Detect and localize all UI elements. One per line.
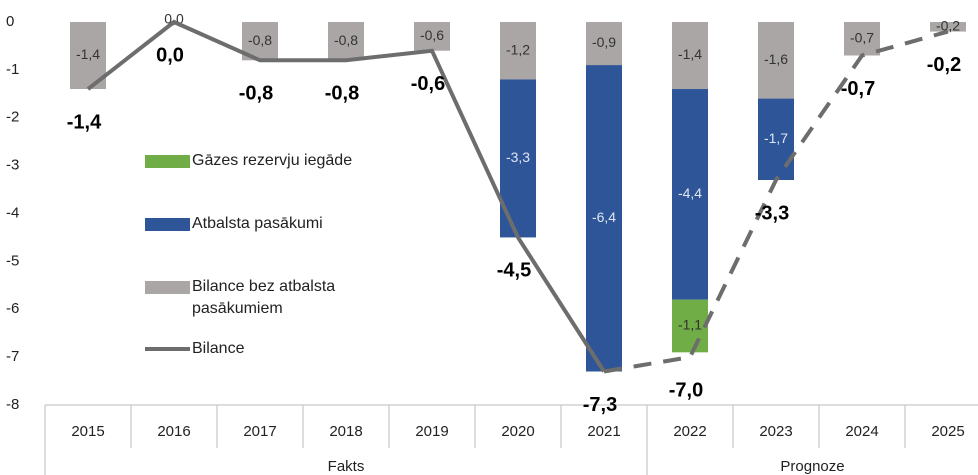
line-value-label: -7,3 [583, 394, 617, 416]
line-value-label: -0,8 [325, 83, 359, 105]
line-value-label: -0,8 [239, 83, 273, 105]
bar [500, 22, 536, 80]
bar-value-label: -3,3 [506, 149, 530, 165]
bar-value-label: -0,2 [936, 17, 960, 33]
bar [672, 22, 708, 90]
y-tick-label: -7 [6, 348, 19, 365]
bar-value-label: -0,6 [420, 27, 444, 43]
bar [758, 22, 794, 99]
line-forecast [603, 29, 949, 374]
x-tick-label: 2018 [329, 423, 362, 440]
line-value-label: -3,3 [755, 202, 789, 224]
x-tick-label: 2025 [931, 423, 964, 440]
legend-swatch [145, 281, 190, 294]
bar-value-label: -0,7 [850, 29, 874, 45]
legend-label: Bilance bez atbalsta pasākumiem [192, 278, 336, 317]
x-tick-label: 2024 [845, 423, 878, 440]
bar [672, 299, 708, 353]
line-value-label: -4,5 [497, 260, 531, 282]
y-tick-label: 0 [6, 13, 14, 30]
y-tick-label: -1 [6, 61, 19, 78]
x-tick-label: 2023 [759, 423, 792, 440]
legend-item: Gāzes rezervju iegāde [145, 150, 372, 172]
bar-value-label: -1,4 [678, 46, 702, 62]
bar-value-label: -1,6 [764, 51, 788, 67]
bar [844, 22, 880, 56]
bar [414, 22, 450, 51]
x-tick-label: 2015 [71, 423, 104, 440]
y-tick-label: -4 [6, 204, 19, 221]
legend-swatch [145, 347, 190, 351]
x-tick-label: 2021 [587, 423, 620, 440]
bar-value-label: -1,7 [764, 130, 788, 146]
bar-value-label: -1,4 [76, 46, 100, 62]
group-label: Fakts [328, 458, 365, 475]
legend-label: Bilance [192, 340, 245, 357]
legend-item: Atbalsta pasākumi [145, 213, 372, 235]
line-value-label: 0,0 [156, 44, 184, 66]
bar-value-label: -4,4 [678, 185, 702, 201]
bar-value-label: -0,9 [592, 34, 616, 50]
y-tick-label: -8 [6, 396, 19, 413]
legend-label: Gāzes rezervju iegāde [192, 152, 353, 169]
line-value-label: -0,2 [927, 54, 961, 76]
bar-value-label: -0,8 [334, 32, 358, 48]
bar [672, 89, 708, 300]
line-value-label: -7,0 [669, 379, 703, 401]
bar-value-label: -1,2 [506, 41, 530, 57]
bar-value-label: -0,8 [248, 32, 272, 48]
x-tick-label: 2020 [501, 423, 534, 440]
legend-item: Bilance bez atbalsta pasākumiem [145, 276, 372, 320]
y-tick-label: -5 [6, 252, 19, 269]
bar [586, 22, 622, 66]
x-tick-label: 2022 [673, 423, 706, 440]
legend-item: Bilance [145, 338, 372, 360]
bar-value-label: -1,1 [678, 317, 702, 333]
x-tick-label: 2016 [157, 423, 190, 440]
y-tick-label: -2 [6, 109, 19, 126]
bar-value-label: -6,4 [592, 209, 616, 225]
legend-swatch [145, 155, 190, 168]
line-value-label: -1,4 [67, 111, 102, 133]
bar [586, 65, 622, 372]
line-actual [86, 19, 606, 373]
x-tick-label: 2017 [243, 423, 276, 440]
bar [758, 98, 794, 180]
line-value-label: -0,6 [411, 73, 445, 95]
bar [930, 22, 966, 32]
legend-label: Atbalsta pasākumi [192, 215, 323, 232]
y-tick-label: -6 [6, 300, 19, 317]
bar [328, 22, 364, 61]
group-label: Prognoze [780, 458, 844, 475]
x-tick-label: 2019 [415, 423, 448, 440]
legend-swatch [145, 218, 190, 231]
line-value-label: -0,7 [841, 78, 875, 100]
y-tick-label: -3 [6, 157, 19, 174]
